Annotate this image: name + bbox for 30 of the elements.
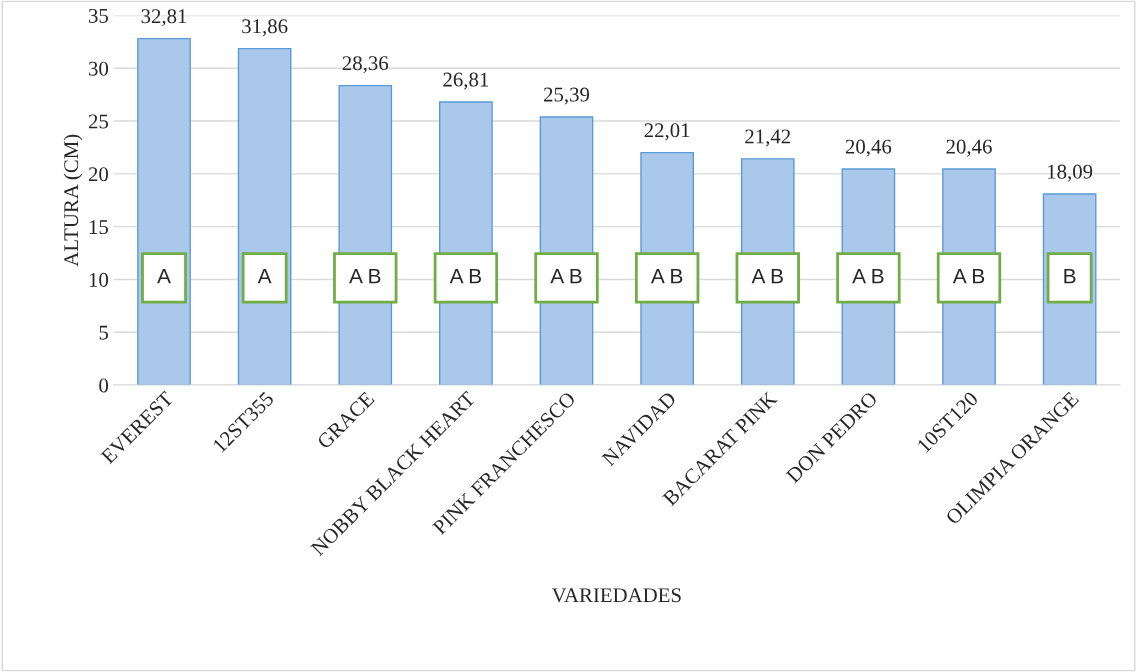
annotation: A B bbox=[449, 268, 481, 284]
data-label: 28,36 bbox=[342, 56, 389, 74]
annotation: A B bbox=[550, 268, 582, 284]
annotation: A bbox=[157, 268, 171, 284]
data-label: 31,86 bbox=[242, 19, 288, 37]
data-label: 18,09 bbox=[1048, 164, 1093, 182]
annotation: A B bbox=[349, 268, 381, 284]
data-label: 20,46 bbox=[845, 139, 892, 157]
y-tick-label: 30 bbox=[89, 61, 109, 76]
data-label: 26,81 bbox=[443, 72, 489, 90]
data-label: 25,39 bbox=[543, 87, 590, 105]
y-tick-label: 25 bbox=[88, 114, 109, 129]
annotation: A B bbox=[852, 268, 884, 284]
y-tick-label: 5 bbox=[99, 325, 109, 340]
y-tick-label: 15 bbox=[89, 220, 109, 235]
y-tick-label: 35 bbox=[89, 8, 109, 23]
x-axis-title: VARIEDADES bbox=[551, 588, 681, 603]
y-axis-title: ALTURA (CM) bbox=[63, 134, 83, 267]
y-tick-label: 0 bbox=[99, 378, 109, 393]
annotation: A B bbox=[751, 268, 783, 284]
annotation: A B bbox=[650, 268, 683, 284]
annotation: A B bbox=[952, 268, 985, 284]
data-label: 22,01 bbox=[644, 123, 690, 141]
y-tick-label: 10 bbox=[89, 272, 109, 287]
y-tick-label: 20 bbox=[88, 167, 109, 182]
data-label: 21,42 bbox=[745, 129, 791, 147]
data-label: 32,81 bbox=[141, 9, 187, 27]
annotation: A bbox=[257, 268, 272, 284]
data-label: 20,46 bbox=[946, 139, 992, 157]
annotation: B bbox=[1064, 268, 1076, 284]
